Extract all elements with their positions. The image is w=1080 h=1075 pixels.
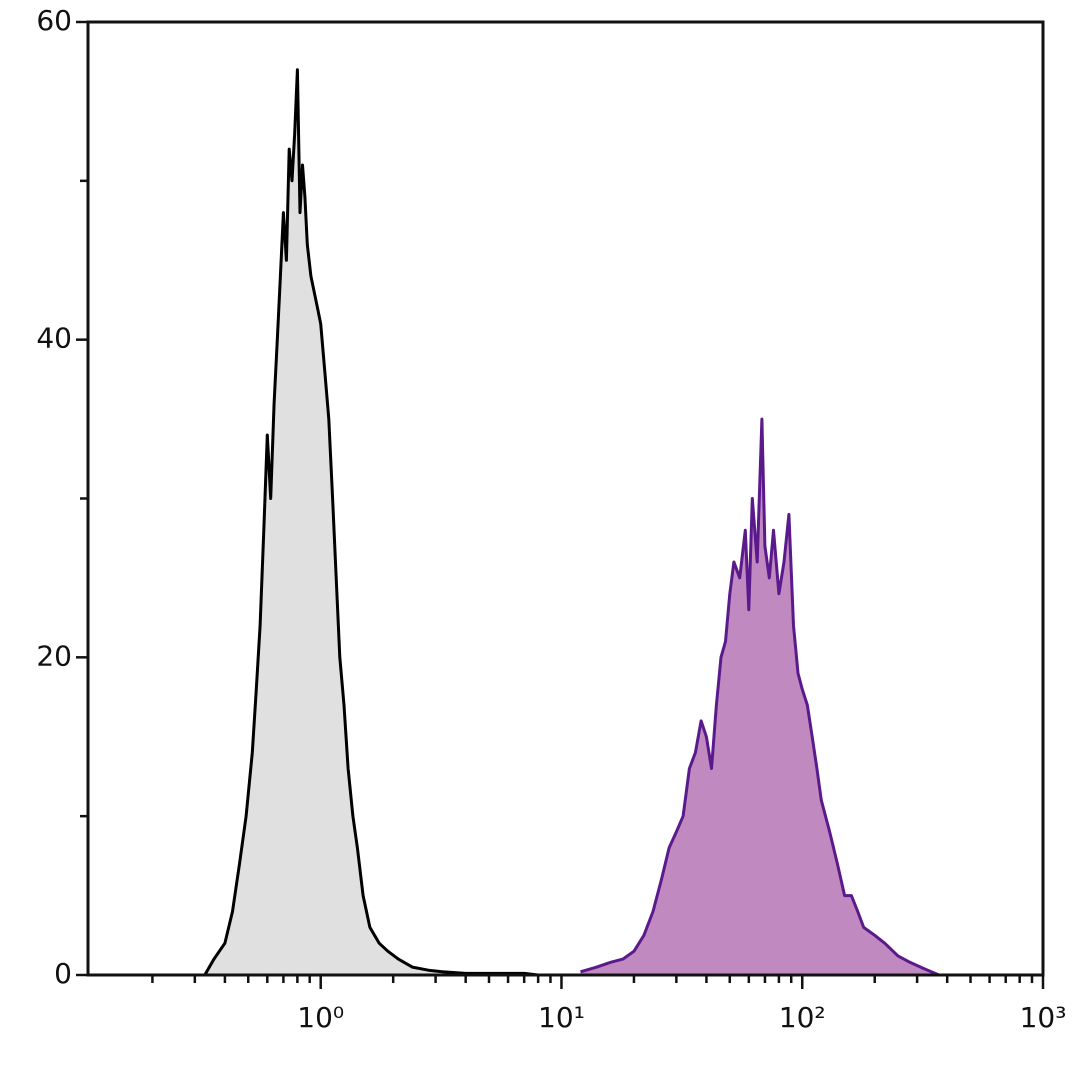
- x-tick-label: 10¹: [538, 1001, 585, 1034]
- y-tick-label: 0: [54, 957, 72, 990]
- plot-frame: [86, 20, 1045, 977]
- y-tick-label: 40: [36, 322, 72, 355]
- histogram-line: [203, 68, 539, 977]
- x-tick-label: 10³: [1020, 1001, 1067, 1034]
- histogram-line: [580, 417, 940, 977]
- area-fill: [580, 419, 939, 976]
- y-tick-label: 20: [36, 639, 72, 672]
- plot-area: [203, 68, 940, 977]
- x-tick-label: 10²: [779, 1001, 826, 1034]
- y-tick-label: 60: [36, 4, 72, 37]
- x-tick-label: 10⁰: [297, 1001, 344, 1034]
- area-fill: [204, 69, 539, 975]
